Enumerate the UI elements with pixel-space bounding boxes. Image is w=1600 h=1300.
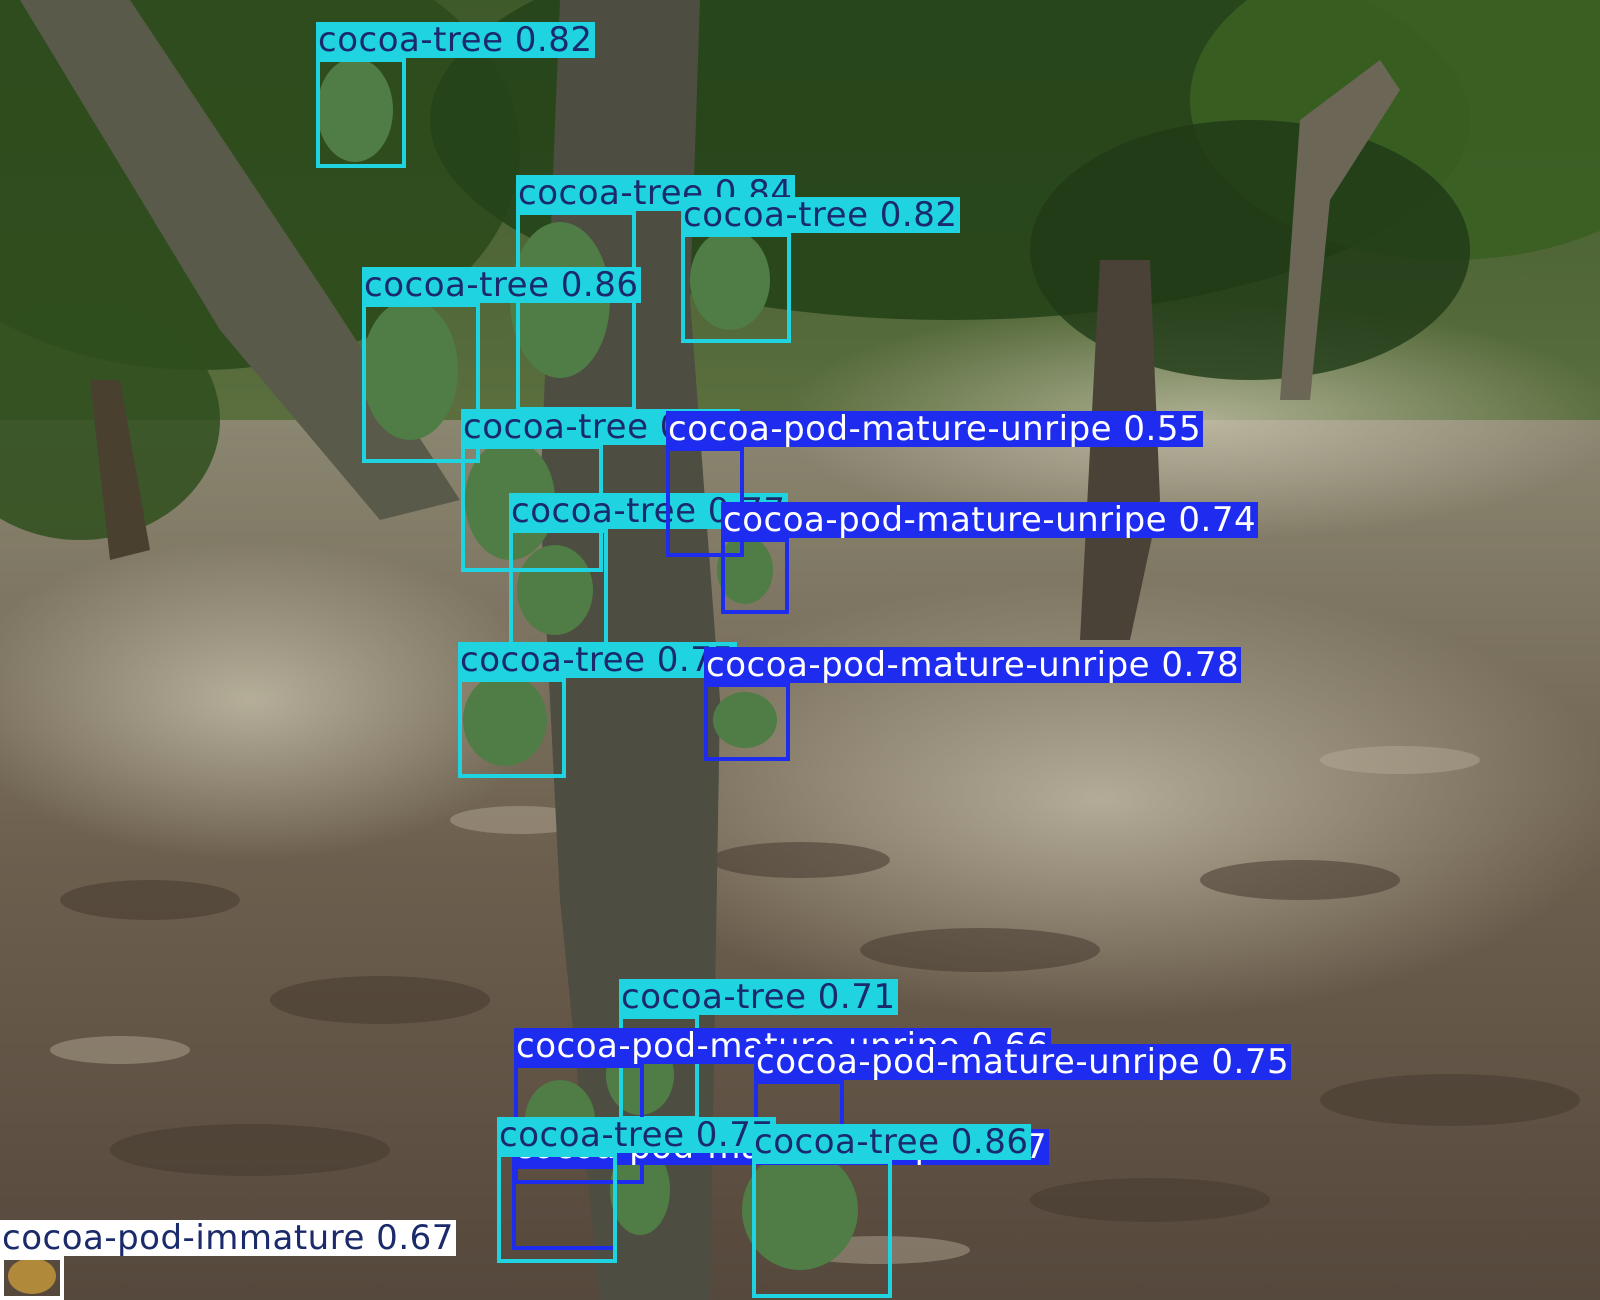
detection-box	[316, 58, 406, 168]
detection-box	[681, 233, 791, 343]
detection-box	[362, 303, 480, 463]
detection-box	[704, 683, 790, 761]
detection-label: cocoa-tree 0.82	[681, 195, 960, 235]
detection-label: cocoa-tree 0.86	[752, 1122, 1031, 1162]
detection-label: cocoa-tree 0.71	[619, 977, 898, 1017]
detection-box	[721, 538, 789, 614]
detection-label: cocoa-tree 0.77	[497, 1115, 776, 1155]
detection-box	[497, 1153, 617, 1263]
detection-label: cocoa-tree 0.82	[316, 20, 595, 60]
detection-label: cocoa-pod-immature 0.67	[0, 1218, 456, 1258]
detection-box	[0, 1256, 64, 1300]
detection-label: cocoa-tree 0.86	[362, 265, 641, 305]
detection-label: cocoa-pod-mature-unripe 0.74	[721, 500, 1259, 540]
detection-box	[458, 678, 566, 778]
detection-label: cocoa-pod-mature-unripe 0.55	[666, 409, 1204, 449]
detection-label: cocoa-pod-mature-unripe 0.75	[754, 1042, 1292, 1082]
detection-box	[752, 1160, 892, 1298]
detection-box	[509, 529, 608, 649]
detection-label: cocoa-pod-mature-unripe 0.78	[704, 645, 1242, 685]
detection-label: cocoa-tree 0.75	[458, 640, 737, 680]
detection-box	[516, 211, 636, 411]
